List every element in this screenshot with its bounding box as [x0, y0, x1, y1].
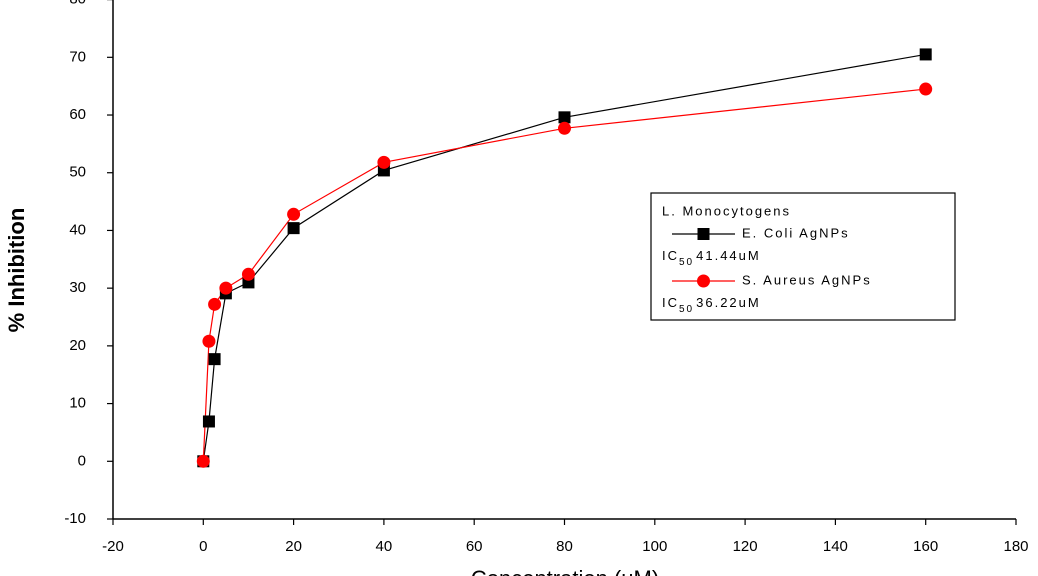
ic50-value: 41.44uM [696, 248, 761, 263]
x-tick-label: -20 [102, 538, 124, 555]
y-tick-label: 60 [69, 106, 86, 123]
legend-marker [697, 228, 710, 240]
ic50-main: IC [662, 248, 679, 263]
ic50-value: 36.22uM [696, 295, 761, 310]
marker [202, 415, 215, 428]
y-tick-label: 50 [69, 164, 86, 181]
y-tick-label: 20 [69, 337, 86, 354]
legend-marker [697, 274, 710, 288]
x-tick-label: 100 [642, 538, 667, 555]
ic50-main: IC [662, 295, 679, 310]
ic50-sub: 50 [679, 304, 694, 315]
marker [377, 155, 391, 169]
marker [208, 353, 221, 366]
x-tick-label: 160 [913, 538, 938, 555]
ic50-sub: 50 [679, 257, 694, 268]
marker [196, 454, 210, 468]
x-tick-label: 0 [199, 538, 207, 555]
y-tick-label: 70 [69, 48, 86, 65]
marker [241, 267, 255, 281]
legend-title: L. Monocytogens [662, 203, 791, 218]
y-tick-label: 30 [69, 279, 86, 296]
marker [287, 207, 301, 221]
x-tick-label: 20 [285, 538, 302, 555]
x-tick-label: 120 [733, 538, 758, 555]
marker [558, 111, 571, 124]
legend-label: E. Coli AgNPs [742, 225, 850, 240]
y-tick-label: -10 [64, 510, 86, 527]
legend-box [650, 192, 956, 321]
marker [208, 297, 222, 311]
x-axis-label: Concentration (uM) [471, 566, 659, 576]
y-tick-label: 0 [78, 452, 86, 469]
y-tick-label: 40 [69, 221, 86, 238]
x-tick-label: 140 [823, 538, 848, 555]
marker [202, 334, 216, 348]
x-tick-label: 180 [1003, 538, 1028, 555]
marker [219, 281, 233, 295]
y-tick-label: 10 [69, 395, 86, 412]
x-tick-label: 80 [556, 538, 573, 555]
marker [287, 222, 300, 235]
legend-label: S. Aureus AgNPs [742, 272, 872, 287]
ic50-label: IC50 36.22uM [662, 295, 761, 314]
y-axis-label: % Inhibition [4, 208, 29, 333]
x-tick-label: 60 [466, 538, 483, 555]
x-tick-label: 40 [376, 538, 393, 555]
marker [919, 48, 932, 61]
marker [919, 82, 933, 96]
ic50-label: IC50 41.44uM [662, 248, 761, 267]
y-tick-label: 80 [69, 0, 86, 8]
marker [558, 121, 571, 135]
